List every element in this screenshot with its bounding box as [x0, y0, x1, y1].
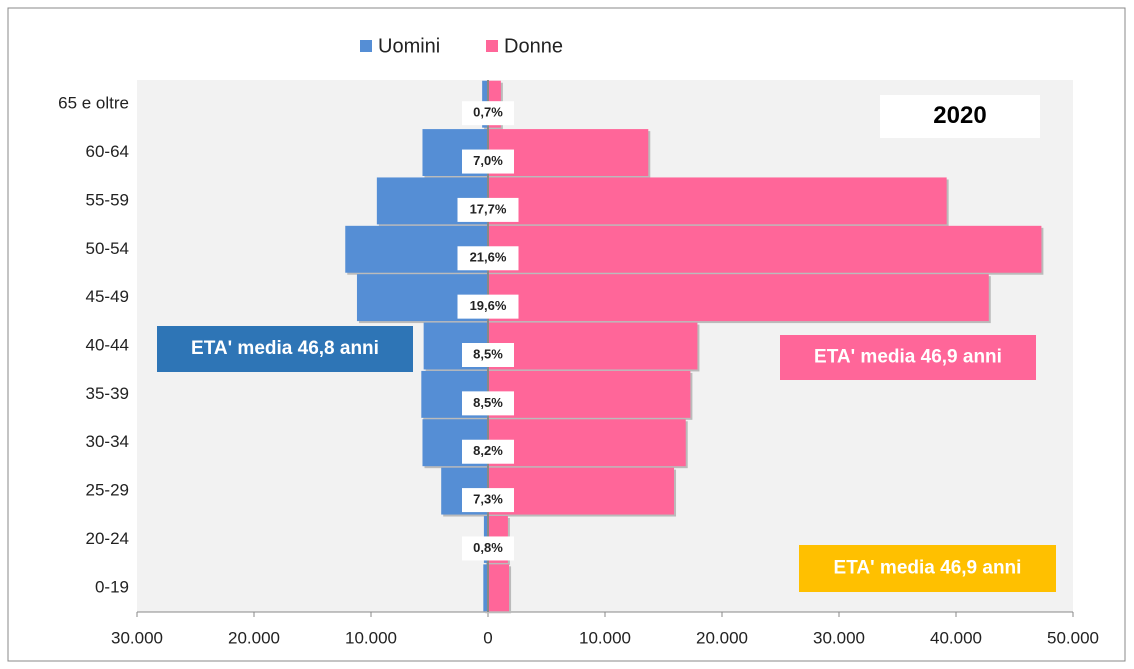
- bar: [488, 129, 649, 177]
- data-label-box: [462, 536, 514, 561]
- legend-label: Donne: [504, 35, 563, 57]
- annotation-box: [780, 335, 1036, 380]
- bar: [488, 564, 510, 612]
- data-label: 8,5%: [473, 346, 503, 361]
- x-tick-label: 20.000: [696, 628, 748, 647]
- annotation: ETA' media 46,9 anni: [814, 347, 1002, 368]
- legend-label: Uomini: [378, 35, 440, 57]
- y-tick-label: 20-24: [86, 529, 129, 548]
- y-tick-label: 60-64: [86, 142, 129, 161]
- data-label: 7,3%: [473, 492, 503, 507]
- x-tick-label: 20.000: [228, 628, 280, 647]
- bar: [488, 322, 698, 370]
- y-tick-label: 30-34: [86, 432, 129, 451]
- data-label: 17,7%: [470, 201, 507, 216]
- x-tick-label: 40.000: [930, 628, 982, 647]
- bar: [483, 564, 488, 612]
- data-label-box: [462, 439, 514, 464]
- x-tick-label: 30.000: [813, 628, 865, 647]
- y-tick-label: 25-29: [86, 481, 129, 500]
- x-tick-label: 0: [483, 628, 492, 647]
- data-label: 19,6%: [470, 298, 507, 313]
- annotation-box: [799, 545, 1056, 592]
- y-tick-label: 65 e oltre: [58, 94, 129, 113]
- legend-swatch: [486, 40, 498, 52]
- bar: [488, 467, 675, 515]
- data-label: 8,2%: [473, 443, 503, 458]
- data-label-box: [457, 294, 519, 319]
- data-label-box: [462, 149, 514, 174]
- data-label-box: [457, 197, 519, 222]
- bar: [488, 225, 1042, 273]
- y-tick-label: 35-39: [86, 384, 129, 403]
- data-label: 8,5%: [473, 395, 503, 410]
- data-label-box: [462, 343, 514, 367]
- annotation-box: [157, 326, 413, 372]
- x-tick-label: 10.000: [345, 628, 397, 647]
- data-label: 0,8%: [473, 540, 503, 555]
- annotation-box: [880, 95, 1040, 138]
- x-tick-label: 50.000: [1047, 628, 1099, 647]
- annotation: ETA' media 46,9 anni: [834, 558, 1022, 579]
- data-label: 0,7%: [473, 105, 503, 120]
- legend-swatch: [360, 40, 372, 52]
- bar: [488, 177, 947, 225]
- y-tick-label: 40-44: [86, 335, 129, 354]
- y-tick-label: 55-59: [86, 190, 129, 209]
- x-tick-label: 10.000: [579, 628, 631, 647]
- bar: [488, 370, 691, 418]
- bar: [488, 419, 686, 467]
- annotation: 2020: [933, 102, 986, 129]
- data-label-box: [462, 101, 514, 126]
- annotation: ETA' media 46,8 anni: [191, 338, 379, 359]
- data-label-box: [457, 246, 519, 271]
- data-label: 7,0%: [473, 153, 503, 168]
- data-label-box: [462, 391, 514, 416]
- x-tick-label: 30.000: [111, 628, 163, 647]
- data-label: 21,6%: [470, 250, 507, 265]
- y-tick-label: 50-54: [86, 239, 129, 258]
- bar: [488, 274, 989, 322]
- y-tick-label: 45-49: [86, 287, 129, 306]
- data-label-box: [462, 488, 514, 513]
- y-tick-label: 0-19: [95, 577, 129, 596]
